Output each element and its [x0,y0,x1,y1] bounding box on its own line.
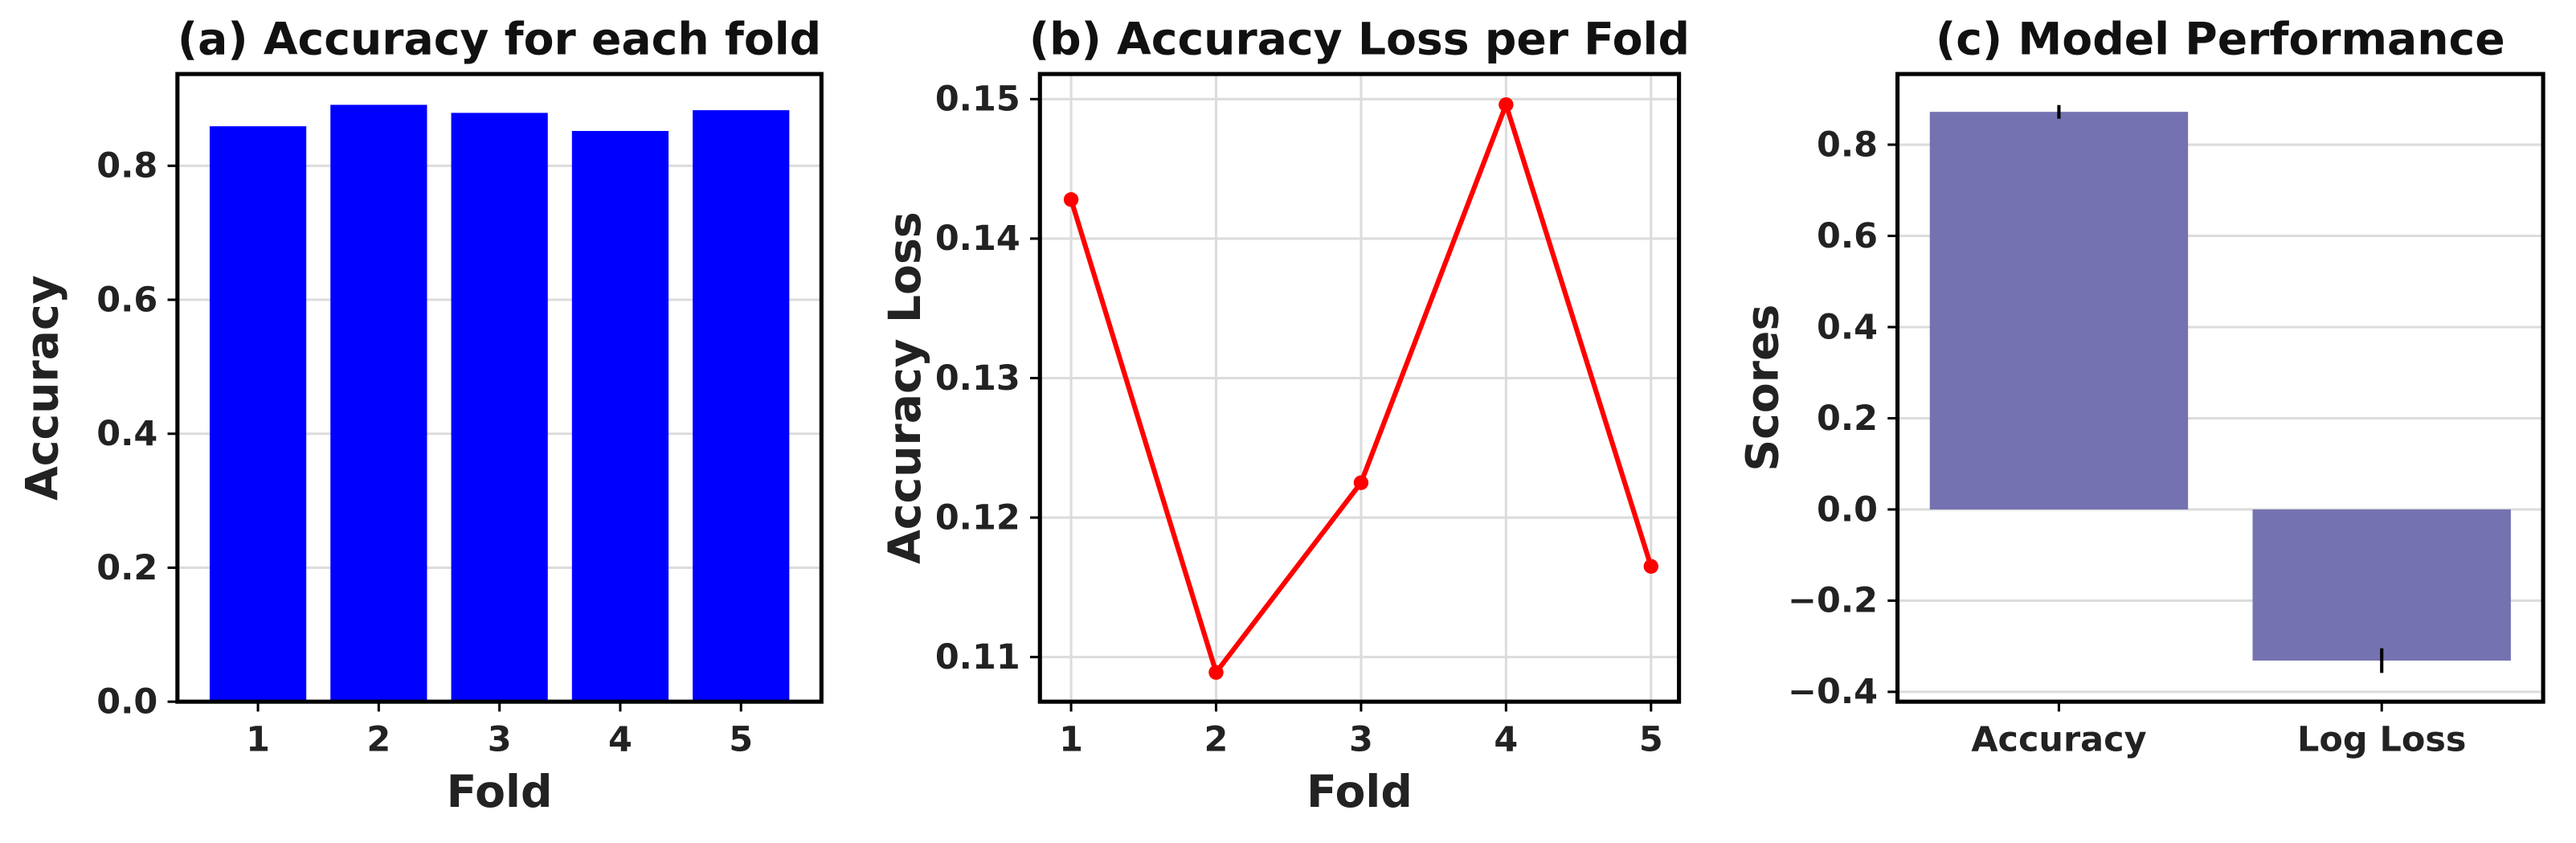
point [1499,97,1514,113]
y-tick-label: 0.4 [96,414,157,454]
x-tick-label: 3 [488,719,512,759]
y-tick-label: 0.6 [1817,216,1878,256]
y-tick-label: 0.13 [935,358,1020,399]
bar [571,130,669,702]
y-tick-label: 0.0 [1817,489,1878,530]
point [1353,475,1369,490]
y-axis-label: Accuracy [18,275,69,501]
x-tick-label: 1 [246,719,270,759]
x-axis-label: Fold [447,767,553,818]
x-tick-label: 3 [1349,719,1373,759]
y-tick-label: 0.14 [935,219,1020,259]
x-tick-label: Accuracy [1971,719,2146,759]
x-axis-label: Fold [1306,767,1413,818]
y-tick-label: 0.2 [96,548,157,588]
axes-frame [1037,72,1682,704]
x-tick-label: 5 [729,719,753,759]
point [1063,192,1079,207]
y-tick-label: −0.2 [1788,581,1878,621]
x-tick-label: 4 [608,719,632,759]
bar [1929,112,2189,509]
x-tick-label: 5 [1639,719,1663,759]
bar [209,126,307,702]
y-tick-label: 0.0 [96,681,157,722]
panel: (a) Accuracy for each fold Accuracy Fold 0.… [18,14,824,818]
y-tick-label: −0.4 [1788,672,1878,712]
y-tick-label: 0.8 [1817,125,1878,165]
y-axis-label: Scores [1737,305,1789,472]
x-tick-label: 2 [1204,719,1229,759]
y-tick-label: 0.15 [935,80,1020,120]
axes-frame [175,72,824,704]
y-tick-label: 0.6 [96,280,157,320]
y-tick-label: 0.2 [1817,399,1878,439]
x-tick-label: 2 [366,719,390,759]
x-tick-label: 4 [1494,719,1518,759]
panel: (c) Model Performance Scores −0.4 −0.2 0.0 0.… [1737,14,2545,759]
y-tick-label: 0.8 [96,146,157,186]
point [1643,559,1659,574]
axes-frame [1895,72,2545,704]
chart-title: (c) Model Performance [1936,14,2505,66]
y-axis-label: Accuracy Loss [880,211,931,564]
x-tick-label: 1 [1059,719,1083,759]
chart-title: (a) Accuracy for each fold [178,14,821,66]
x-tick-label: Log Loss [2297,719,2466,759]
bar [693,110,790,702]
bar [330,104,427,702]
bar [2252,509,2511,661]
panel: (b) Accuracy Loss per Fold Accuracy Loss F… [880,14,1690,818]
bar [451,113,548,702]
point [1208,665,1224,680]
y-tick-label: 0.12 [935,497,1020,538]
y-tick-label: 0.11 [935,637,1020,677]
chart-title: (b) Accuracy Loss per Fold [1029,14,1690,66]
y-tick-label: 0.4 [1817,307,1878,347]
